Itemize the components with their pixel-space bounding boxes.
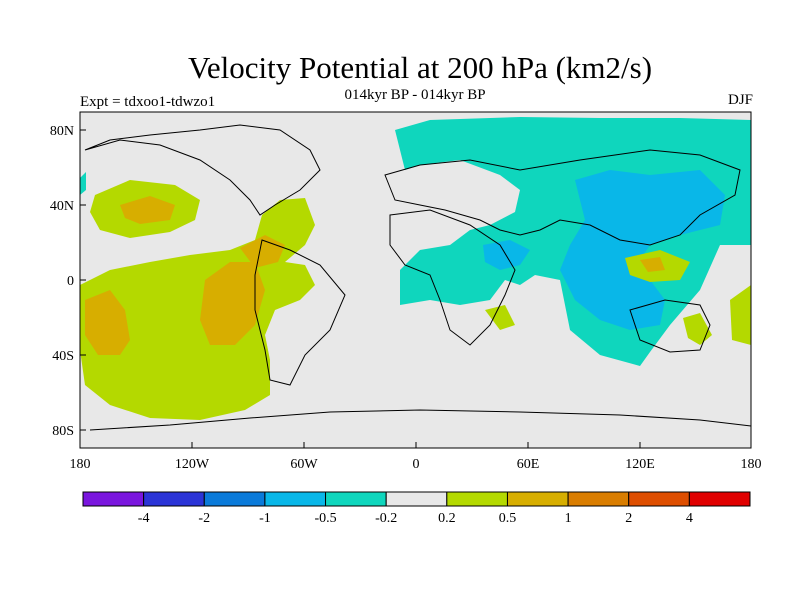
colorbar-label: -2 — [198, 511, 210, 526]
colorbar-label: -0.5 — [314, 511, 336, 526]
colorbar-swatch — [506, 491, 569, 507]
coastlines — [84, 124, 752, 431]
y-tick-40n: 40N — [50, 199, 74, 214]
south-america-coastline — [254, 239, 346, 386]
x-tick-60w: 60W — [290, 457, 318, 472]
madagascar-positive-region — [485, 305, 515, 330]
south-pacific-maximum — [85, 290, 130, 355]
colorbar — [82, 491, 751, 507]
west-edge-negative-region — [80, 172, 86, 195]
asia-strong-negative-region — [560, 170, 725, 330]
colorbar-swatch — [264, 491, 327, 507]
colorbar-swatch — [567, 491, 630, 507]
colorbar-swatch — [688, 491, 751, 507]
colorbar-label: -1 — [259, 511, 271, 526]
south-america-maximum — [200, 262, 265, 345]
maritime-maximum — [640, 257, 665, 272]
x-tick-180w: 180 — [70, 457, 91, 472]
central-america-maximum — [240, 235, 285, 268]
experiment-label: Expt = tdxoo1-tdwzo1 — [80, 94, 216, 110]
x-tick-60e: 60E — [517, 457, 540, 472]
colorbar-label: 0.5 — [499, 511, 517, 526]
east-edge-positive-region — [730, 285, 751, 345]
colorbar-label: 1 — [565, 511, 572, 526]
x-tick-180e: 180 — [741, 457, 762, 472]
y-tick-0: 0 — [67, 274, 74, 289]
colorbar-swatch — [325, 491, 387, 507]
north-america-coastline — [84, 124, 321, 216]
colorbar-swatch — [446, 491, 508, 507]
y-tick-80n: 80N — [50, 124, 74, 139]
colorbar-label: -4 — [138, 511, 150, 526]
y-axis-ticks — [80, 129, 86, 431]
colorbar-labels: -4 -2 -1 -0.5 -0.2 0.2 0.5 1 2 4 — [138, 511, 693, 526]
antarctica-coastline — [89, 409, 752, 431]
chart-title: Velocity Potential at 200 hPa (km2/s) — [187, 50, 653, 85]
colorbar-label: -0.2 — [375, 511, 397, 526]
colorbar-label: 2 — [625, 511, 632, 526]
colorbar-swatch — [385, 491, 448, 507]
colorbar-swatch — [628, 491, 690, 507]
colorbar-swatch — [203, 491, 266, 507]
australia-coastline — [629, 299, 711, 353]
chart-subtitle: 014kyr BP - 014kyr BP — [344, 87, 486, 103]
x-tick-120w: 120W — [175, 457, 210, 472]
colorbar-swatch — [143, 491, 205, 507]
africa-coastline — [389, 209, 516, 346]
eurasia-coastline — [384, 149, 741, 246]
colorbar-swatch — [82, 491, 145, 507]
x-axis-ticks — [79, 442, 752, 448]
colorbar-label: 4 — [686, 511, 693, 526]
season-label: DJF — [727, 92, 753, 108]
x-tick-0: 0 — [413, 457, 420, 472]
y-tick-40s: 40S — [52, 349, 74, 364]
y-tick-80s: 80S — [52, 424, 74, 439]
north-pacific-maximum — [120, 196, 175, 224]
colorbar-label: 0.2 — [438, 511, 456, 526]
x-tick-120e: 120E — [625, 457, 655, 472]
